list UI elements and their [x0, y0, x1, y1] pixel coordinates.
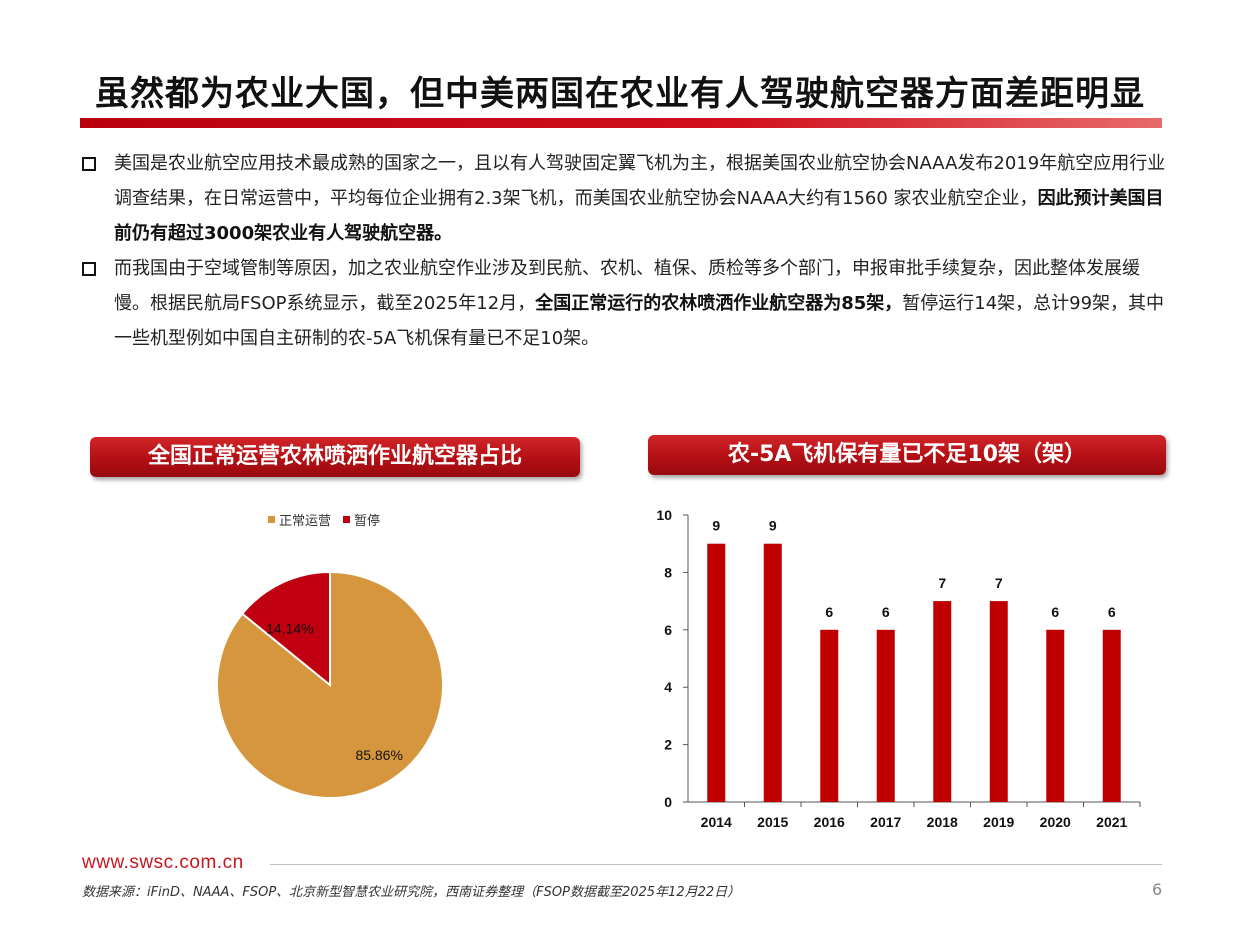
page-number: 6 — [1152, 880, 1163, 899]
bar — [876, 629, 895, 802]
y-tick-label: 4 — [664, 679, 672, 695]
bullet-bold-text: 因此预计美国目前仍有超过3000架农业有人驾驶航空器。 — [114, 188, 1164, 244]
y-tick-label: 8 — [664, 564, 672, 580]
bar — [933, 601, 952, 802]
y-tick-label: 2 — [664, 737, 672, 753]
legend-item: 正常运营 — [268, 510, 331, 529]
y-tick-label: 6 — [664, 622, 672, 638]
bullet-list: 美国是农业航空应用技术最成熟的国家之一，且以有人驾驶固定翼飞机为主，根据美国农业… — [78, 146, 1168, 356]
x-tick-label: 2016 — [814, 814, 845, 830]
bar-value-label: 7 — [938, 575, 946, 591]
bar — [707, 543, 726, 802]
bullet-item-cn: 而我国由于空域管制等原因，加之农业航空作业涉及到民航、农机、植保、质检等多个部门… — [78, 251, 1168, 356]
bar — [763, 543, 782, 802]
x-tick-label: 2021 — [1096, 814, 1127, 830]
pie-data-label: 14.14% — [266, 621, 313, 637]
bar-value-label: 6 — [1108, 604, 1116, 620]
bar-value-label: 7 — [995, 575, 1003, 591]
x-tick-label: 2018 — [927, 814, 958, 830]
footer-source: 数据来源：iFinD、NAAA、FSOP、北京新型智慧农业研究院，西南证券整理（… — [82, 885, 741, 900]
bullet-bold-text: 全国正常运行的农林喷洒作业航空器为85架， — [535, 293, 903, 314]
page-title: 虽然都为农业大国，但中美两国在农业有人驾驶航空器方面差距明显 — [95, 74, 1145, 114]
title-underline — [80, 118, 1162, 128]
pie-chart: 85.86% 14.14% — [216, 570, 444, 799]
square-bullet-icon — [82, 262, 96, 276]
bullet-tail-text: 暂停运行14架，总计99架，其中一些机型例如中国自主研制的农-5A飞机保有量已不… — [114, 293, 1165, 349]
bullet-text: 而我国由于空域管制等原因，加之农业航空作业涉及到民航、农机、植保、质检等多个部门… — [114, 258, 1140, 314]
legend-label: 暂停 — [354, 514, 381, 529]
footer-url[interactable]: www.swsc.com.cn — [82, 852, 244, 873]
pie-legend: 正常运营 暂停 — [268, 510, 380, 529]
y-tick-label: 0 — [664, 794, 672, 810]
y-tick-label: 10 — [656, 507, 672, 523]
bar — [1102, 629, 1121, 802]
x-tick-label: 2017 — [870, 814, 901, 830]
bar-panel-title: 农-5A飞机保有量已不足10架（架） — [648, 435, 1166, 475]
pie-slice — [240, 570, 331, 688]
bar — [820, 629, 839, 802]
pie-data-label: 85.86% — [355, 747, 402, 763]
bar — [989, 601, 1008, 802]
legend-label: 正常运营 — [279, 514, 332, 529]
footer-divider — [270, 864, 1162, 865]
legend-item: 暂停 — [343, 510, 380, 529]
legend-swatch — [268, 516, 275, 523]
x-tick-label: 2020 — [1040, 814, 1071, 830]
square-bullet-icon — [82, 157, 96, 171]
bar-value-label: 9 — [769, 518, 777, 534]
pie-panel-title: 全国正常运营农林喷洒作业航空器占比 — [90, 437, 580, 477]
bullet-item-us: 美国是农业航空应用技术最成熟的国家之一，且以有人驾驶固定翼飞机为主，根据美国农业… — [78, 146, 1168, 251]
x-tick-label: 2014 — [701, 814, 732, 830]
bullet-text: 美国是农业航空应用技术最成熟的国家之一，且以有人驾驶固定翼飞机为主，根据美国农业… — [114, 153, 1166, 209]
bar-chart: 0 2 4 6 8 10 9 2014 9 2015 6 2016 6 2017 7 2018 7 2019 6 20… — [656, 507, 1141, 830]
bar-value-label: 6 — [825, 604, 833, 620]
x-tick-label: 2019 — [983, 814, 1014, 830]
x-tick-label: 2015 — [757, 814, 788, 830]
bar-value-label: 6 — [882, 604, 890, 620]
bar-value-label: 9 — [712, 518, 720, 534]
bar — [1046, 629, 1065, 802]
legend-swatch — [343, 516, 351, 523]
bar-value-label: 6 — [1051, 604, 1059, 620]
